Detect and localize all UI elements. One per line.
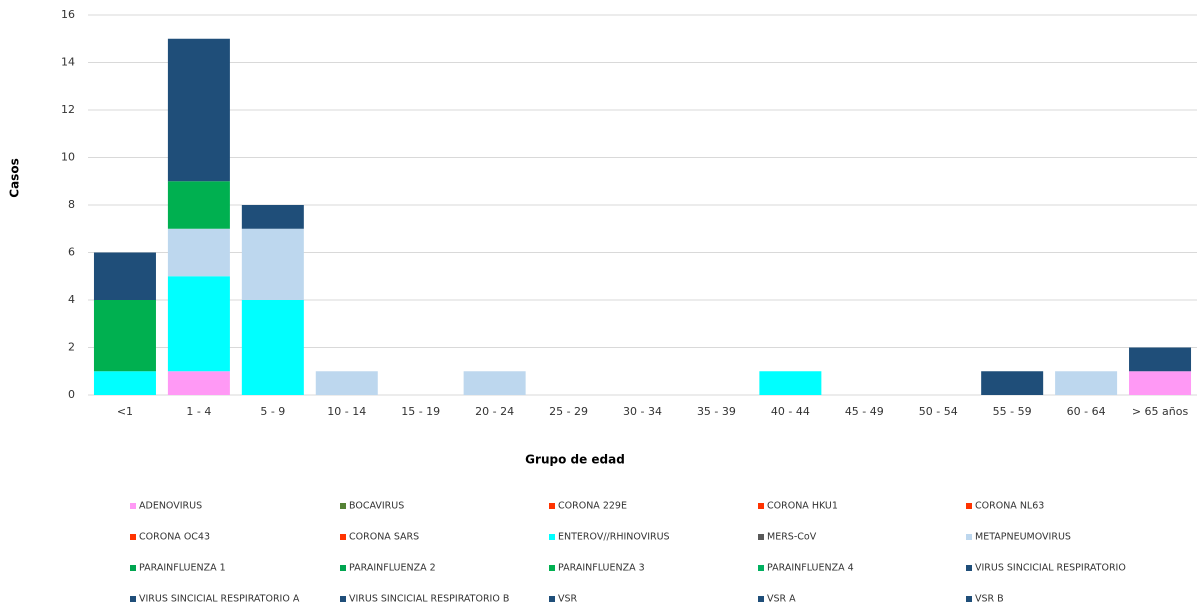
bar-segment xyxy=(1055,371,1118,395)
legend-swatch xyxy=(758,503,764,509)
legend-label: MERS-CoV xyxy=(767,532,817,543)
legend-swatch xyxy=(549,503,555,509)
legend-swatch xyxy=(966,534,972,540)
legend-label: ENTEROV//RHINOVIRUS xyxy=(558,532,670,543)
legend-swatch xyxy=(549,565,555,571)
x-tick-label: 45 - 49 xyxy=(845,405,884,418)
legend-label: VSR A xyxy=(767,594,796,605)
x-tick-label: 1 - 4 xyxy=(186,405,211,418)
legend-label: PARAINFLUENZA 4 xyxy=(767,563,854,574)
bar-segment xyxy=(167,38,230,182)
legend-label: CORONA SARS xyxy=(349,532,419,543)
x-tick-label: 30 - 34 xyxy=(623,405,662,418)
legend-swatch xyxy=(130,534,136,540)
legend-label: VIRUS SINCICIAL RESPIRATORIO xyxy=(975,563,1126,574)
legend-label: CORONA NL63 xyxy=(975,501,1044,512)
legend-label: VSR xyxy=(558,594,578,605)
y-tick-label: 6 xyxy=(68,246,75,259)
legend-label: CORONA OC43 xyxy=(139,532,210,543)
bar-segment xyxy=(1129,347,1192,372)
x-tick-label: 25 - 29 xyxy=(549,405,588,418)
x-tick-label: 15 - 19 xyxy=(401,405,440,418)
bar-segment xyxy=(981,371,1044,395)
legend-swatch xyxy=(340,596,346,602)
bar-segment xyxy=(93,371,156,395)
y-tick-label: 4 xyxy=(68,293,75,306)
bar-segment xyxy=(167,181,230,229)
legend-swatch xyxy=(758,534,764,540)
y-tick-label: 8 xyxy=(68,198,75,211)
legend-label: ADENOVIRUS xyxy=(139,501,202,512)
legend-swatch xyxy=(130,503,136,509)
legend-label: VIRUS SINCICIAL RESPIRATORIO B xyxy=(349,594,509,605)
legend-swatch xyxy=(549,534,555,540)
x-tick-label: 20 - 24 xyxy=(475,405,514,418)
bar-segment xyxy=(93,252,156,300)
y-tick-label: 14 xyxy=(61,56,75,69)
legend-label: PARAINFLUENZA 1 xyxy=(139,563,226,574)
legend-label: VSR B xyxy=(975,594,1004,605)
legend-label: PARAINFLUENZA 3 xyxy=(558,563,645,574)
legend-label: BOCAVIRUS xyxy=(349,501,404,512)
y-tick-label: 10 xyxy=(61,151,75,164)
x-tick-label: 10 - 14 xyxy=(327,405,366,418)
legend-swatch xyxy=(340,534,346,540)
legend-label: METAPNEUMOVIRUS xyxy=(975,532,1071,543)
x-tick-label: 60 - 64 xyxy=(1067,405,1106,418)
bar-segment xyxy=(315,371,378,395)
legend-label: CORONA 229E xyxy=(558,501,627,512)
legend-swatch xyxy=(966,503,972,509)
legend-swatch xyxy=(758,596,764,602)
bar-segment xyxy=(167,371,230,395)
legend-swatch xyxy=(340,565,346,571)
x-tick-label: 50 - 54 xyxy=(919,405,958,418)
bar-segment xyxy=(241,300,304,395)
y-tick-label: 16 xyxy=(61,8,75,21)
legend-label: VIRUS SINCICIAL RESPIRATORIO A xyxy=(139,594,300,605)
x-tick-label: 55 - 59 xyxy=(993,405,1032,418)
legend-swatch xyxy=(966,565,972,571)
bar-segment xyxy=(463,371,526,395)
legend-swatch xyxy=(549,596,555,602)
bar-segment xyxy=(1129,371,1192,395)
legend-swatch xyxy=(758,565,764,571)
legend-swatch xyxy=(130,596,136,602)
y-tick-label: 0 xyxy=(68,388,75,401)
x-tick-label: 5 - 9 xyxy=(260,405,285,418)
x-tick-label: <1 xyxy=(117,405,133,418)
legend-label: PARAINFLUENZA 2 xyxy=(349,563,436,574)
x-tick-label: 35 - 39 xyxy=(697,405,736,418)
y-tick-label: 2 xyxy=(68,341,75,354)
x-tick-label: > 65 años xyxy=(1132,405,1189,418)
y-axis-label: Casos xyxy=(8,158,22,197)
legend-label: CORONA HKU1 xyxy=(767,501,838,512)
bar-segment xyxy=(93,300,156,372)
legend-swatch xyxy=(966,596,972,602)
bar-segment xyxy=(241,228,304,300)
x-axis-label: Grupo de edad xyxy=(525,453,625,467)
legend-swatch xyxy=(130,565,136,571)
bar-segment xyxy=(241,205,304,229)
x-tick-label: 40 - 44 xyxy=(771,405,810,418)
bar-segment xyxy=(167,276,230,372)
y-tick-label: 12 xyxy=(61,103,75,116)
bar-segment xyxy=(759,371,822,395)
bar-segment xyxy=(167,228,230,277)
legend-swatch xyxy=(340,503,346,509)
